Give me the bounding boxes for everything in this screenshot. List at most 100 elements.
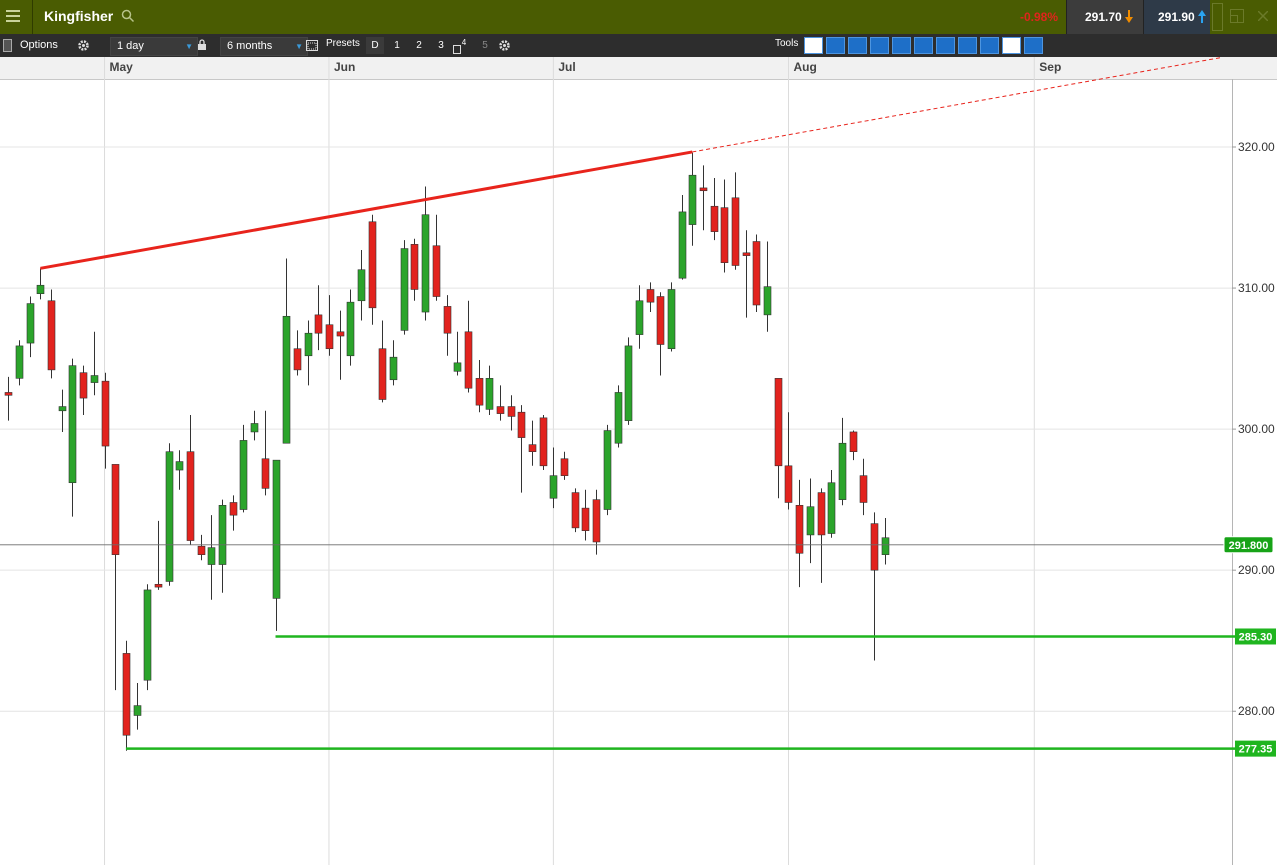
- candle-body: [336, 331, 345, 337]
- y-tick-label: 290.00: [1238, 563, 1275, 577]
- candle-body: [720, 207, 729, 263]
- instrument-title: Kingfisher: [44, 8, 114, 24]
- candle-body: [710, 205, 719, 232]
- tool-button[interactable]: [1002, 37, 1021, 54]
- tool-button[interactable]: [1024, 37, 1043, 54]
- buy-box[interactable]: 291.90: [1143, 0, 1210, 34]
- tool-button[interactable]: [826, 37, 845, 54]
- lock-icon[interactable]: [198, 39, 206, 51]
- candle-body: [261, 458, 270, 489]
- tools-label: Tools: [775, 38, 799, 49]
- candle-body: [795, 504, 804, 554]
- candle-body: [453, 362, 462, 372]
- candle-body: [207, 547, 216, 565]
- buy-price: 291.90: [1158, 10, 1195, 24]
- candle-body: [4, 392, 13, 396]
- tool-button[interactable]: [980, 37, 999, 54]
- preset-button[interactable]: 5: [482, 40, 488, 51]
- candle-body: [197, 545, 206, 555]
- preset-button[interactable]: D: [366, 37, 384, 54]
- preset-button[interactable]: 1: [394, 40, 400, 51]
- candle-body: [432, 245, 441, 297]
- candle-body: [154, 583, 163, 588]
- date-axis-band: [0, 57, 1277, 79]
- tool-button[interactable]: [848, 37, 867, 54]
- price-label-box: [1223, 536, 1274, 554]
- tool-button[interactable]: [870, 37, 889, 54]
- presets-label: Presets: [326, 38, 360, 49]
- preset-button[interactable]: 2: [416, 40, 422, 51]
- window-icon[interactable]: [1212, 3, 1223, 31]
- preset-button[interactable]: 3: [438, 40, 444, 51]
- x-tick-label: Aug: [793, 60, 816, 74]
- candle-body: [325, 324, 334, 350]
- x-tick-label: Jun: [334, 60, 355, 74]
- y-tick-label: 280.00: [1238, 704, 1275, 718]
- calendar-icon[interactable]: [306, 39, 318, 51]
- candle-body: [699, 187, 708, 192]
- detach-icon[interactable]: [1230, 9, 1244, 23]
- candle-body: [26, 303, 35, 344]
- sell-price: 291.70: [1085, 10, 1122, 24]
- candle-body: [635, 300, 644, 335]
- candle-body: [667, 289, 676, 350]
- down-arrow: [1125, 10, 1133, 23]
- search-icon[interactable]: [121, 9, 135, 23]
- interval-dropdown[interactable]: 1 day ▼: [110, 37, 198, 56]
- candle-body: [36, 284, 45, 295]
- up-arrow: [1198, 10, 1206, 23]
- settings-icon[interactable]: [78, 40, 89, 51]
- candle-body: [250, 423, 259, 433]
- candle-body: [624, 345, 633, 421]
- preset-button[interactable]: 4: [461, 38, 467, 47]
- candle-body: [122, 653, 131, 736]
- candle-body: [272, 459, 281, 599]
- candle-body: [784, 465, 793, 503]
- tool-button[interactable]: [958, 37, 977, 54]
- candle-body: [293, 348, 302, 371]
- options-button[interactable]: Options: [20, 39, 58, 51]
- save-icon[interactable]: [453, 45, 461, 54]
- x-tick-label: May: [110, 60, 134, 74]
- tool-button[interactable]: [892, 37, 911, 54]
- candle-body: [507, 406, 516, 417]
- candle-body: [143, 589, 152, 681]
- settings-icon[interactable]: [499, 40, 510, 51]
- price-change: -0.98%: [1020, 10, 1059, 24]
- candle-body: [656, 296, 665, 345]
- range-dropdown[interactable]: 6 months ▼: [220, 37, 308, 56]
- candle-body: [688, 174, 697, 225]
- candle-body: [742, 252, 751, 256]
- candle-body: [90, 375, 99, 383]
- level-label: 277.35: [1239, 744, 1273, 756]
- candle-body: [528, 444, 537, 452]
- range-value: 6 months: [227, 40, 273, 52]
- candle-body: [368, 221, 377, 309]
- tool-button[interactable]: [914, 37, 933, 54]
- candle-body: [678, 211, 687, 279]
- tool-button[interactable]: [936, 37, 955, 54]
- list-icon[interactable]: [3, 39, 12, 52]
- close-icon[interactable]: [1258, 11, 1268, 21]
- candle-body: [517, 411, 526, 438]
- candle-body: [47, 300, 56, 371]
- interval-value: 1 day: [117, 40, 144, 52]
- menu-icon[interactable]: [6, 10, 20, 23]
- level-label-box: [1235, 628, 1276, 645]
- candle-body: [581, 507, 590, 531]
- candle-body: [410, 244, 419, 290]
- candle-body: [614, 392, 623, 444]
- candle-body: [752, 241, 761, 306]
- candle-body: [378, 348, 387, 400]
- trend-line-extension: [692, 57, 1221, 153]
- candle-body: [646, 289, 655, 303]
- candle-body: [282, 315, 291, 444]
- x-tick-label: Jul: [558, 60, 575, 74]
- candle-body: [881, 537, 890, 555]
- candle-body: [464, 331, 473, 389]
- sell-box[interactable]: 291.70: [1066, 0, 1143, 34]
- candle-body: [111, 464, 120, 555]
- tool-button[interactable]: [804, 37, 823, 54]
